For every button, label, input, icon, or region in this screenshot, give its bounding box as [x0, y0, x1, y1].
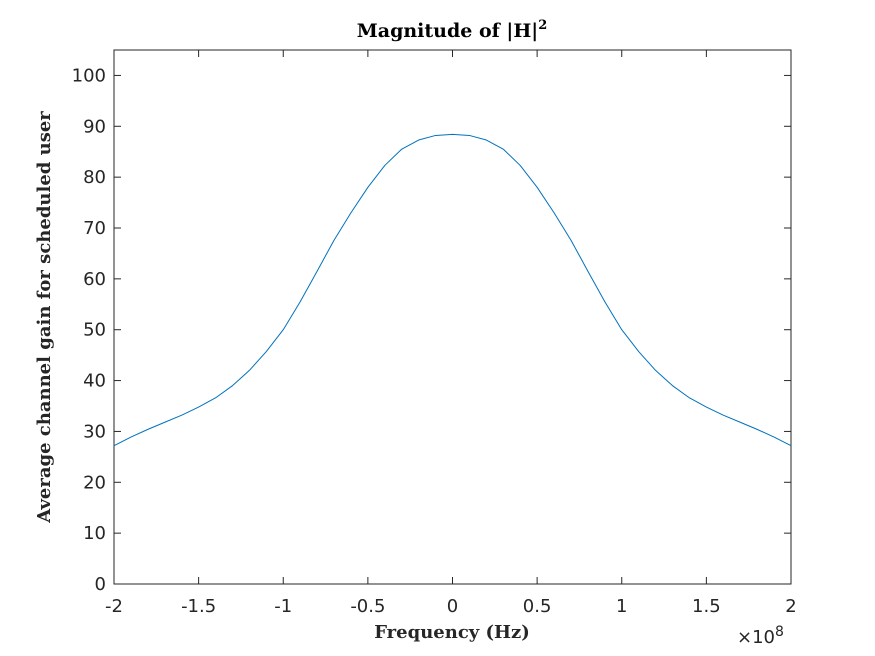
- series-line-0: [113, 133, 792, 447]
- plot-area: [113, 49, 792, 585]
- chart-title: Magnitude of |H|2: [357, 18, 548, 42]
- y-tick-label: 0: [95, 574, 106, 595]
- y-tick-label: 80: [83, 167, 106, 188]
- y-tick-label: 30: [83, 421, 106, 442]
- y-tick-label: 10: [83, 523, 106, 544]
- x-tick-label: 1: [616, 596, 627, 617]
- y-tick-label: 50: [83, 320, 106, 341]
- x-axis-exponent: ×108: [737, 624, 784, 648]
- y-tick-label: 90: [83, 116, 106, 137]
- y-axis-label: Average channel gain for scheduled user: [34, 111, 55, 524]
- x-tick-label: -1.5: [181, 596, 216, 617]
- y-tick-label: 20: [83, 472, 106, 493]
- x-tick-label: 0.5: [523, 596, 552, 617]
- x-tick-label: 2: [785, 596, 796, 617]
- x-tick-label: 0: [447, 596, 458, 617]
- x-tick-label: -1: [274, 596, 292, 617]
- x-tick-label: 1.5: [692, 596, 721, 617]
- y-tick-label: 70: [83, 218, 106, 239]
- y-tick-label: 100: [72, 65, 106, 86]
- y-axis-ticks: 0 10 20 30 40 50 60 70 80 90 100: [72, 65, 791, 595]
- x-axis-label: Frequency (Hz): [374, 622, 530, 643]
- x-tick-label: -0.5: [350, 596, 385, 617]
- y-tick-label: 60: [83, 269, 106, 290]
- series-layer: [113, 133, 792, 447]
- x-axis-ticks: -2 -1.5 -1 -0.5 0 0.5 1 1.5 2: [105, 50, 797, 617]
- y-tick-label: 40: [83, 371, 106, 392]
- x-tick-label: -2: [105, 596, 123, 617]
